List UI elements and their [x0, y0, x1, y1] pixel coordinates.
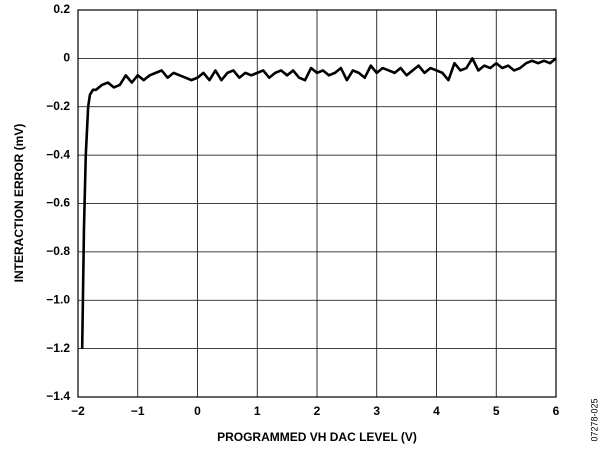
x-tick-label: 6: [553, 404, 560, 418]
x-tick-label: 2: [314, 404, 321, 418]
figure-code: 07278-025: [589, 398, 599, 441]
y-tick-label: 0.2: [53, 2, 70, 16]
y-tick-label: −1.4: [46, 389, 70, 403]
y-tick-label: −1.2: [46, 341, 70, 355]
x-tick-label: 3: [373, 404, 380, 418]
x-tick-label: −2: [71, 404, 85, 418]
y-tick-label: −0.6: [46, 196, 70, 210]
x-tick-label: 4: [433, 404, 440, 418]
x-tick-label: −1: [131, 404, 145, 418]
y-tick-label: −0.4: [46, 147, 70, 161]
data-line: [80, 57, 557, 349]
x-tick-label: 5: [493, 404, 500, 418]
y-tick-label: −1.0: [46, 292, 70, 306]
y-axis-label: INTERACTION ERROR (mV): [12, 124, 26, 283]
x-tick-label: 0: [194, 404, 201, 418]
y-tick-label: −0.8: [46, 244, 70, 258]
y-tick-label: −0.2: [46, 99, 70, 113]
x-tick-label: 1: [254, 404, 261, 418]
y-tick-label: 0: [63, 51, 70, 65]
plot-frame: [77, 9, 557, 398]
x-axis-label: PROGRAMMED VH DAC LEVEL (V): [217, 430, 417, 444]
